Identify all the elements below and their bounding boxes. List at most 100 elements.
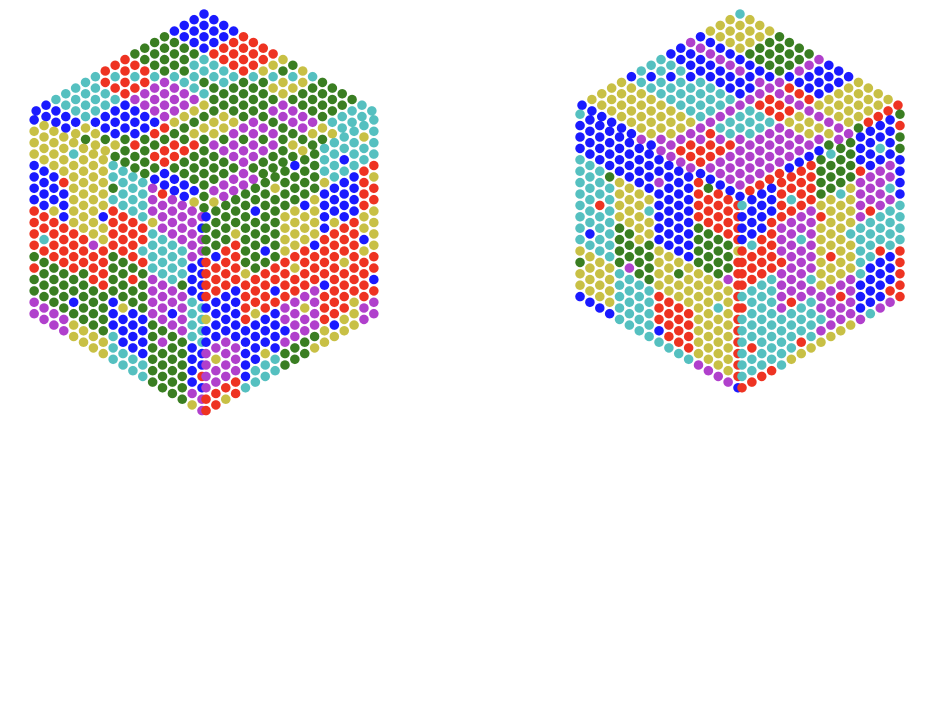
- dot: [723, 263, 733, 273]
- dot: [201, 223, 211, 233]
- dot: [299, 189, 310, 199]
- dot: [177, 314, 188, 325]
- dot: [347, 106, 357, 116]
- dot: [147, 274, 158, 285]
- dot: [756, 200, 767, 211]
- dot: [766, 240, 777, 251]
- dot: [735, 43, 745, 53]
- dot: [187, 263, 197, 273]
- dot: [664, 229, 674, 239]
- dot: [201, 303, 211, 313]
- dot: [137, 337, 148, 347]
- dot: [737, 371, 747, 382]
- dot: [816, 234, 826, 245]
- dot: [634, 212, 645, 222]
- dot: [290, 286, 300, 296]
- dot: [695, 66, 706, 76]
- dot: [270, 308, 280, 319]
- dot: [218, 43, 229, 53]
- dot: [735, 111, 745, 122]
- dot: [766, 308, 777, 319]
- dot: [826, 308, 836, 319]
- dot: [865, 149, 876, 159]
- dot: [624, 286, 635, 296]
- dot: [703, 331, 714, 342]
- dot: [756, 280, 767, 290]
- dot: [585, 183, 595, 194]
- dot: [211, 263, 221, 273]
- dot: [843, 128, 854, 139]
- dot: [715, 32, 726, 42]
- dot: [585, 172, 595, 182]
- dot: [895, 166, 905, 176]
- dot: [159, 32, 170, 42]
- dot: [68, 251, 79, 262]
- dot: [654, 234, 664, 245]
- dot: [596, 100, 607, 110]
- dot: [883, 94, 893, 105]
- dot: [794, 89, 805, 99]
- dot: [636, 123, 647, 133]
- dot: [735, 168, 745, 179]
- dot: [359, 143, 369, 154]
- dot: [683, 251, 694, 262]
- dot: [120, 111, 130, 122]
- dot: [317, 111, 328, 122]
- dot: [297, 111, 308, 122]
- dot: [675, 54, 686, 65]
- dot: [319, 212, 330, 222]
- dot: [885, 297, 895, 308]
- dot: [199, 123, 209, 133]
- dot: [747, 343, 757, 353]
- dot: [845, 240, 856, 251]
- dot: [715, 100, 726, 110]
- dot: [278, 146, 288, 156]
- dot: [211, 286, 221, 296]
- dot: [169, 71, 180, 82]
- dot: [329, 194, 340, 205]
- dot: [747, 251, 757, 262]
- dot: [187, 297, 197, 308]
- dot: [169, 83, 180, 93]
- dot: [29, 251, 39, 262]
- dot: [209, 151, 219, 162]
- dot: [179, 100, 190, 110]
- dot: [157, 246, 168, 256]
- dot: [786, 217, 797, 228]
- dot: [329, 229, 340, 239]
- dot: [804, 151, 814, 162]
- dot: [713, 200, 724, 211]
- dot: [843, 106, 854, 116]
- dot: [139, 43, 150, 53]
- dot: [624, 297, 635, 308]
- dot: [875, 212, 886, 222]
- dot: [108, 343, 118, 353]
- dot: [49, 137, 59, 148]
- dot: [594, 269, 605, 279]
- dot: [766, 194, 777, 205]
- dot: [705, 106, 716, 116]
- dot: [616, 111, 627, 122]
- dot: [774, 77, 785, 88]
- dot: [594, 280, 605, 290]
- dot: [855, 155, 866, 165]
- dot: [177, 291, 188, 302]
- dot: [703, 308, 714, 319]
- dot: [776, 337, 787, 347]
- dot: [98, 177, 109, 188]
- dot: [189, 37, 199, 48]
- dot: [666, 94, 676, 105]
- dot: [826, 297, 836, 308]
- dot: [137, 234, 148, 245]
- dot: [299, 166, 310, 176]
- dot: [703, 263, 714, 273]
- dot: [58, 257, 69, 268]
- dot: [319, 155, 330, 165]
- dot: [764, 117, 775, 128]
- dot: [713, 303, 724, 313]
- dot: [278, 77, 288, 88]
- dot: [614, 132, 625, 142]
- dot: [646, 106, 656, 116]
- dot: [575, 291, 585, 302]
- dot: [327, 117, 338, 128]
